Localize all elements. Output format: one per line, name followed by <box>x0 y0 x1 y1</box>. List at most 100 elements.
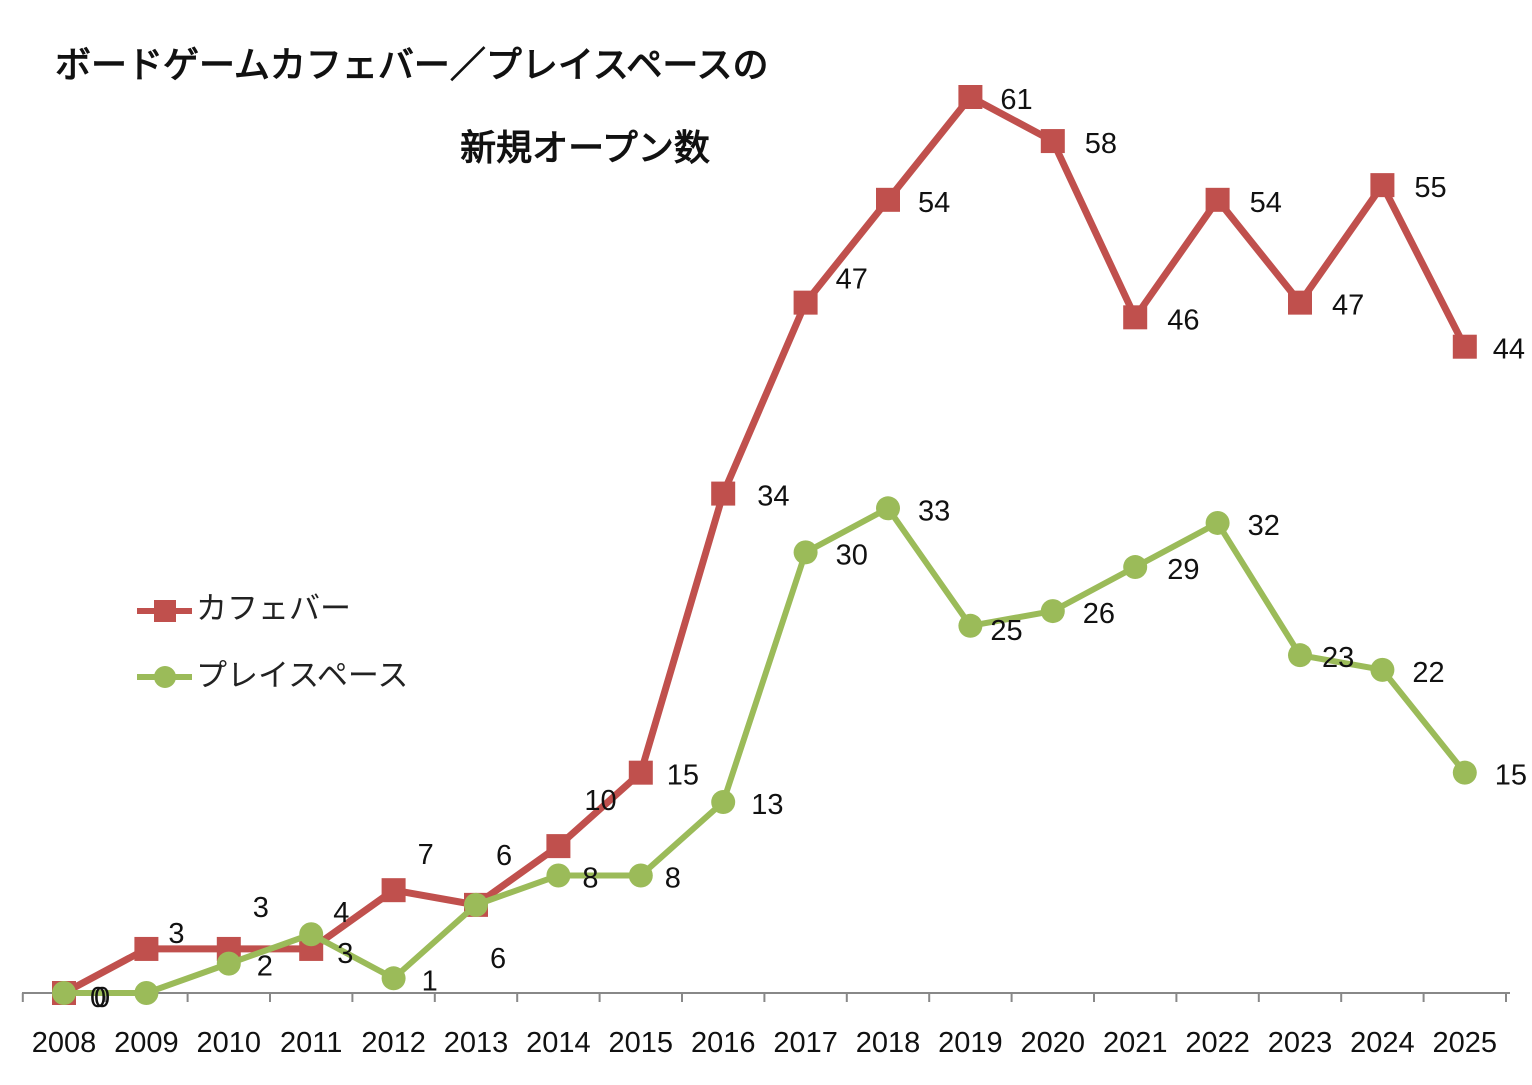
series-1-marker-2023[interactable] <box>1288 643 1312 668</box>
series-0-marker-2014[interactable] <box>546 834 571 859</box>
data-label-playspace-2020: 26 <box>1083 598 1115 630</box>
series-1-marker-2009[interactable] <box>134 981 159 1005</box>
data-label-cafebar-2012: 7 <box>418 839 434 871</box>
data-label-cafebar-2008: 0 <box>90 982 106 1014</box>
data-label-cafebar-2024: 55 <box>1414 172 1446 204</box>
x-tick-label-2012: 2012 <box>361 1027 426 1059</box>
data-label-cafebar-2021: 46 <box>1167 304 1199 336</box>
legend-item-cafebar[interactable]: カフェバー <box>137 591 351 627</box>
series-0-marker-2016[interactable] <box>711 481 736 506</box>
chart-title-line-2: 新規オープン数 <box>460 128 710 169</box>
data-label-cafebar-2014: 10 <box>584 785 616 817</box>
data-label-cafebar-2018: 54 <box>918 187 950 219</box>
data-label-playspace-2022: 32 <box>1248 510 1280 542</box>
data-label-playspace-2018: 33 <box>918 495 950 527</box>
series-1-marker-2020[interactable] <box>1040 599 1065 624</box>
series-1-marker-2010[interactable] <box>216 951 241 976</box>
x-tick-label-2022: 2022 <box>1185 1027 1250 1059</box>
series-1-marker-2017[interactable] <box>793 540 818 565</box>
series-0-marker-2019[interactable] <box>958 85 983 109</box>
series-1-marker-2014[interactable] <box>546 863 571 888</box>
series-0-marker-2023[interactable] <box>1288 290 1312 315</box>
x-tick-label-2017: 2017 <box>773 1027 838 1059</box>
x-tick-label-2023: 2023 <box>1268 1027 1333 1059</box>
series-1-marker-2022[interactable] <box>1205 510 1230 535</box>
series-0-marker-2012[interactable] <box>381 878 406 903</box>
x-tick-label-2020: 2020 <box>1021 1027 1086 1059</box>
legend-label-playspace: プレイスペース <box>196 658 408 694</box>
series-1-marker-2015[interactable] <box>628 863 653 888</box>
x-tick-label-2025: 2025 <box>1433 1027 1498 1059</box>
data-label-cafebar-2025: 44 <box>1493 334 1525 366</box>
series-0-marker-2009[interactable] <box>134 936 159 961</box>
data-label-playspace-2019: 25 <box>990 615 1022 647</box>
x-tick-label-2019: 2019 <box>938 1027 1003 1059</box>
series-line-1 <box>61 505 1468 996</box>
data-label-cafebar-2020: 58 <box>1085 128 1117 160</box>
series-1-marker-2008[interactable] <box>52 981 76 1005</box>
x-tick-label-2021: 2021 <box>1103 1027 1168 1059</box>
data-label-playspace-2017: 30 <box>836 539 868 571</box>
data-label-cafebar-2022: 54 <box>1250 187 1282 219</box>
x-tick-label-2014: 2014 <box>526 1027 591 1059</box>
series-1-marker-2016[interactable] <box>711 790 736 815</box>
series-1-marker-2025[interactable] <box>1452 760 1477 785</box>
data-label-playspace-2010: 2 <box>257 951 273 983</box>
series-0-marker-2020[interactable] <box>1040 129 1065 154</box>
x-tick-label-2016: 2016 <box>691 1027 756 1059</box>
data-label-playspace-2021: 29 <box>1167 554 1199 586</box>
series-1-marker-2019[interactable] <box>958 613 983 638</box>
data-label-cafebar-2010: 3 <box>253 892 269 924</box>
series-0-marker-2015[interactable] <box>628 760 653 785</box>
x-tick-label-2013: 2013 <box>444 1027 509 1059</box>
series-1-marker-2018[interactable] <box>876 496 900 521</box>
series-1-marker-2012[interactable] <box>381 966 406 991</box>
legend-label-cafebar: カフェバー <box>196 591 351 627</box>
series-layer <box>52 85 1477 1005</box>
data-label-cafebar-2015: 15 <box>667 760 699 792</box>
series-0-marker-2018[interactable] <box>876 187 900 212</box>
x-tick-label-2011: 2011 <box>280 1027 342 1059</box>
data-label-playspace-2013: 6 <box>490 943 506 975</box>
x-tick-label-2010: 2010 <box>197 1027 262 1059</box>
data-label-cafebar-2011: 3 <box>337 938 353 970</box>
data-label-cafebar-2013: 6 <box>496 840 512 872</box>
data-label-cafebar-2019: 61 <box>1000 84 1032 116</box>
series-1-marker-2013[interactable] <box>464 892 488 917</box>
data-label-playspace-2012: 1 <box>422 965 438 997</box>
data-label-playspace-2015: 8 <box>665 862 681 894</box>
data-label-cafebar-2017: 47 <box>836 264 868 296</box>
series-line-0 <box>60 93 1469 997</box>
data-label-playspace-2024: 22 <box>1412 657 1444 689</box>
series-1-marker-2024[interactable] <box>1370 657 1395 682</box>
x-tick-label-2024: 2024 <box>1350 1027 1415 1059</box>
x-tick-label-2008: 2008 <box>32 1027 97 1059</box>
legend-circle-marker-icon <box>154 666 176 688</box>
series-1-marker-2011[interactable] <box>299 922 324 947</box>
data-label-playspace-2014: 8 <box>582 862 598 894</box>
series-1-marker-2021[interactable] <box>1123 555 1148 580</box>
x-tick-label-2015: 2015 <box>609 1027 674 1059</box>
data-label-playspace-2011: 4 <box>333 897 349 929</box>
series-0-marker-2025[interactable] <box>1452 334 1477 359</box>
x-tick-label-2018: 2018 <box>856 1027 921 1059</box>
series-0-marker-2021[interactable] <box>1123 305 1148 330</box>
data-label-playspace-2025: 15 <box>1495 760 1527 792</box>
data-label-cafebar-2023: 47 <box>1332 290 1364 322</box>
x-axis-ticks: 2008 2009 2010 2011 2012 2013 2014 2015 2016 2017… <box>21 993 1507 1059</box>
chart-title-line-1: ボードゲームカフェバー／プレイスペースの <box>55 45 769 86</box>
x-tick-label-2009: 2009 <box>114 1027 179 1059</box>
series-0-marker-2024[interactable] <box>1370 173 1395 198</box>
data-label-playspace-2023: 23 <box>1322 642 1354 674</box>
data-label-playspace-2008: 0 <box>94 982 110 1014</box>
series-0-marker-2017[interactable] <box>793 290 818 315</box>
legend: カフェバー プレイスペース <box>137 591 408 694</box>
data-label-cafebar-2016: 34 <box>757 481 789 513</box>
data-label-cafebar-2009: 3 <box>168 918 184 950</box>
series-0-marker-2022[interactable] <box>1205 187 1230 212</box>
data-label-playspace-2016: 13 <box>751 789 783 821</box>
legend-item-playspace[interactable]: プレイスペース <box>137 658 408 694</box>
